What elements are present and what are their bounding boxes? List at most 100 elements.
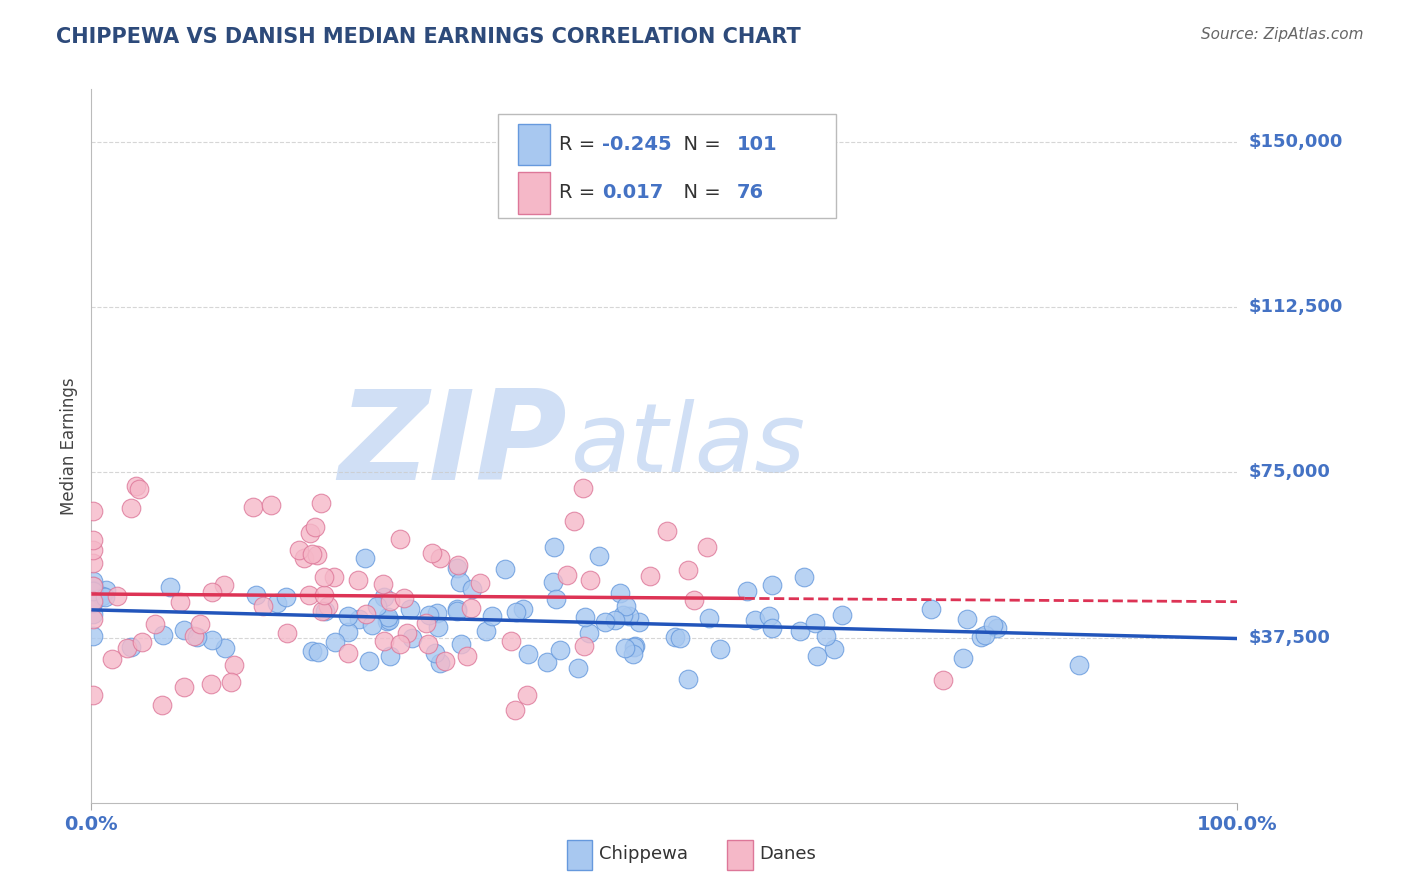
Point: [82, 583, 104, 598]
Point: [638, 569, 661, 583]
Point: [173, 623, 195, 637]
Point: [676, 563, 699, 577]
Point: [336, 609, 359, 624]
Point: [323, 570, 346, 584]
Point: [613, 640, 636, 655]
Point: [655, 524, 678, 539]
Point: [82, 533, 104, 547]
Point: [389, 532, 412, 546]
Point: [449, 574, 471, 589]
Point: [82, 574, 104, 588]
Point: [307, 645, 329, 659]
Point: [366, 599, 388, 613]
Point: [578, 625, 600, 640]
Point: [460, 582, 482, 596]
Text: R =: R =: [560, 136, 602, 154]
Point: [1067, 657, 1090, 672]
Point: [974, 628, 997, 642]
Point: [82, 596, 104, 610]
Point: [623, 639, 645, 653]
Point: [392, 591, 415, 605]
Point: [789, 624, 811, 638]
Point: [429, 551, 451, 566]
Point: [82, 542, 104, 557]
Point: [434, 654, 457, 668]
Point: [173, 680, 195, 694]
Point: [371, 577, 394, 591]
Point: [316, 599, 339, 613]
Point: [603, 613, 626, 627]
Point: [804, 615, 827, 630]
Point: [347, 573, 370, 587]
Point: [298, 589, 321, 603]
FancyBboxPatch shape: [567, 840, 592, 870]
Point: [593, 615, 616, 630]
Point: [418, 608, 440, 623]
Text: $75,000: $75,000: [1249, 464, 1330, 482]
Point: [276, 626, 298, 640]
Point: [678, 673, 700, 687]
Point: [474, 624, 496, 638]
Point: [447, 558, 470, 573]
Point: [82, 504, 104, 518]
Point: [481, 609, 503, 624]
Point: [336, 646, 359, 660]
Text: atlas: atlas: [571, 400, 806, 492]
Point: [82, 583, 104, 598]
Point: [401, 632, 423, 646]
Text: -0.245: -0.245: [602, 136, 672, 154]
FancyBboxPatch shape: [517, 172, 550, 213]
Point: [301, 547, 323, 561]
Text: 0.017: 0.017: [602, 184, 664, 202]
Point: [373, 590, 395, 604]
Point: [260, 498, 283, 512]
Point: [505, 606, 527, 620]
Point: [82, 607, 104, 621]
Text: CHIPPEWA VS DANISH MEDIAN EARNINGS CORRELATION CHART: CHIPPEWA VS DANISH MEDIAN EARNINGS CORRE…: [56, 27, 801, 46]
Text: 101: 101: [737, 136, 778, 154]
Text: 76: 76: [737, 184, 763, 202]
Point: [143, 617, 166, 632]
Point: [621, 648, 644, 662]
Point: [304, 520, 326, 534]
Point: [150, 698, 173, 713]
Point: [399, 601, 422, 615]
Text: $150,000: $150,000: [1249, 133, 1343, 151]
Text: N =: N =: [671, 136, 727, 154]
Point: [219, 674, 242, 689]
Point: [557, 567, 579, 582]
Point: [460, 601, 482, 615]
Point: [579, 573, 602, 587]
Point: [956, 612, 979, 626]
Point: [572, 639, 595, 653]
Point: [932, 673, 955, 688]
Point: [588, 549, 610, 563]
Point: [981, 618, 1004, 632]
Point: [614, 599, 637, 614]
Point: [567, 661, 589, 675]
Point: [336, 624, 359, 639]
Point: [301, 644, 323, 658]
Point: [609, 585, 631, 599]
Point: [744, 614, 766, 628]
Point: [183, 629, 205, 643]
Point: [627, 615, 650, 629]
Point: [446, 561, 468, 575]
Point: [377, 610, 399, 624]
Point: [420, 546, 443, 560]
Point: [169, 595, 191, 609]
Point: [82, 688, 104, 702]
Point: [501, 634, 523, 648]
Point: [128, 482, 150, 496]
Point: [82, 579, 104, 593]
Point: [323, 635, 346, 649]
Point: [823, 642, 845, 657]
Point: [245, 588, 267, 602]
Point: [349, 612, 371, 626]
Point: [252, 599, 274, 614]
Point: [456, 649, 478, 664]
Point: [242, 500, 264, 514]
Text: Source: ZipAtlas.com: Source: ZipAtlas.com: [1201, 27, 1364, 42]
Point: [664, 631, 686, 645]
Point: [429, 656, 451, 670]
